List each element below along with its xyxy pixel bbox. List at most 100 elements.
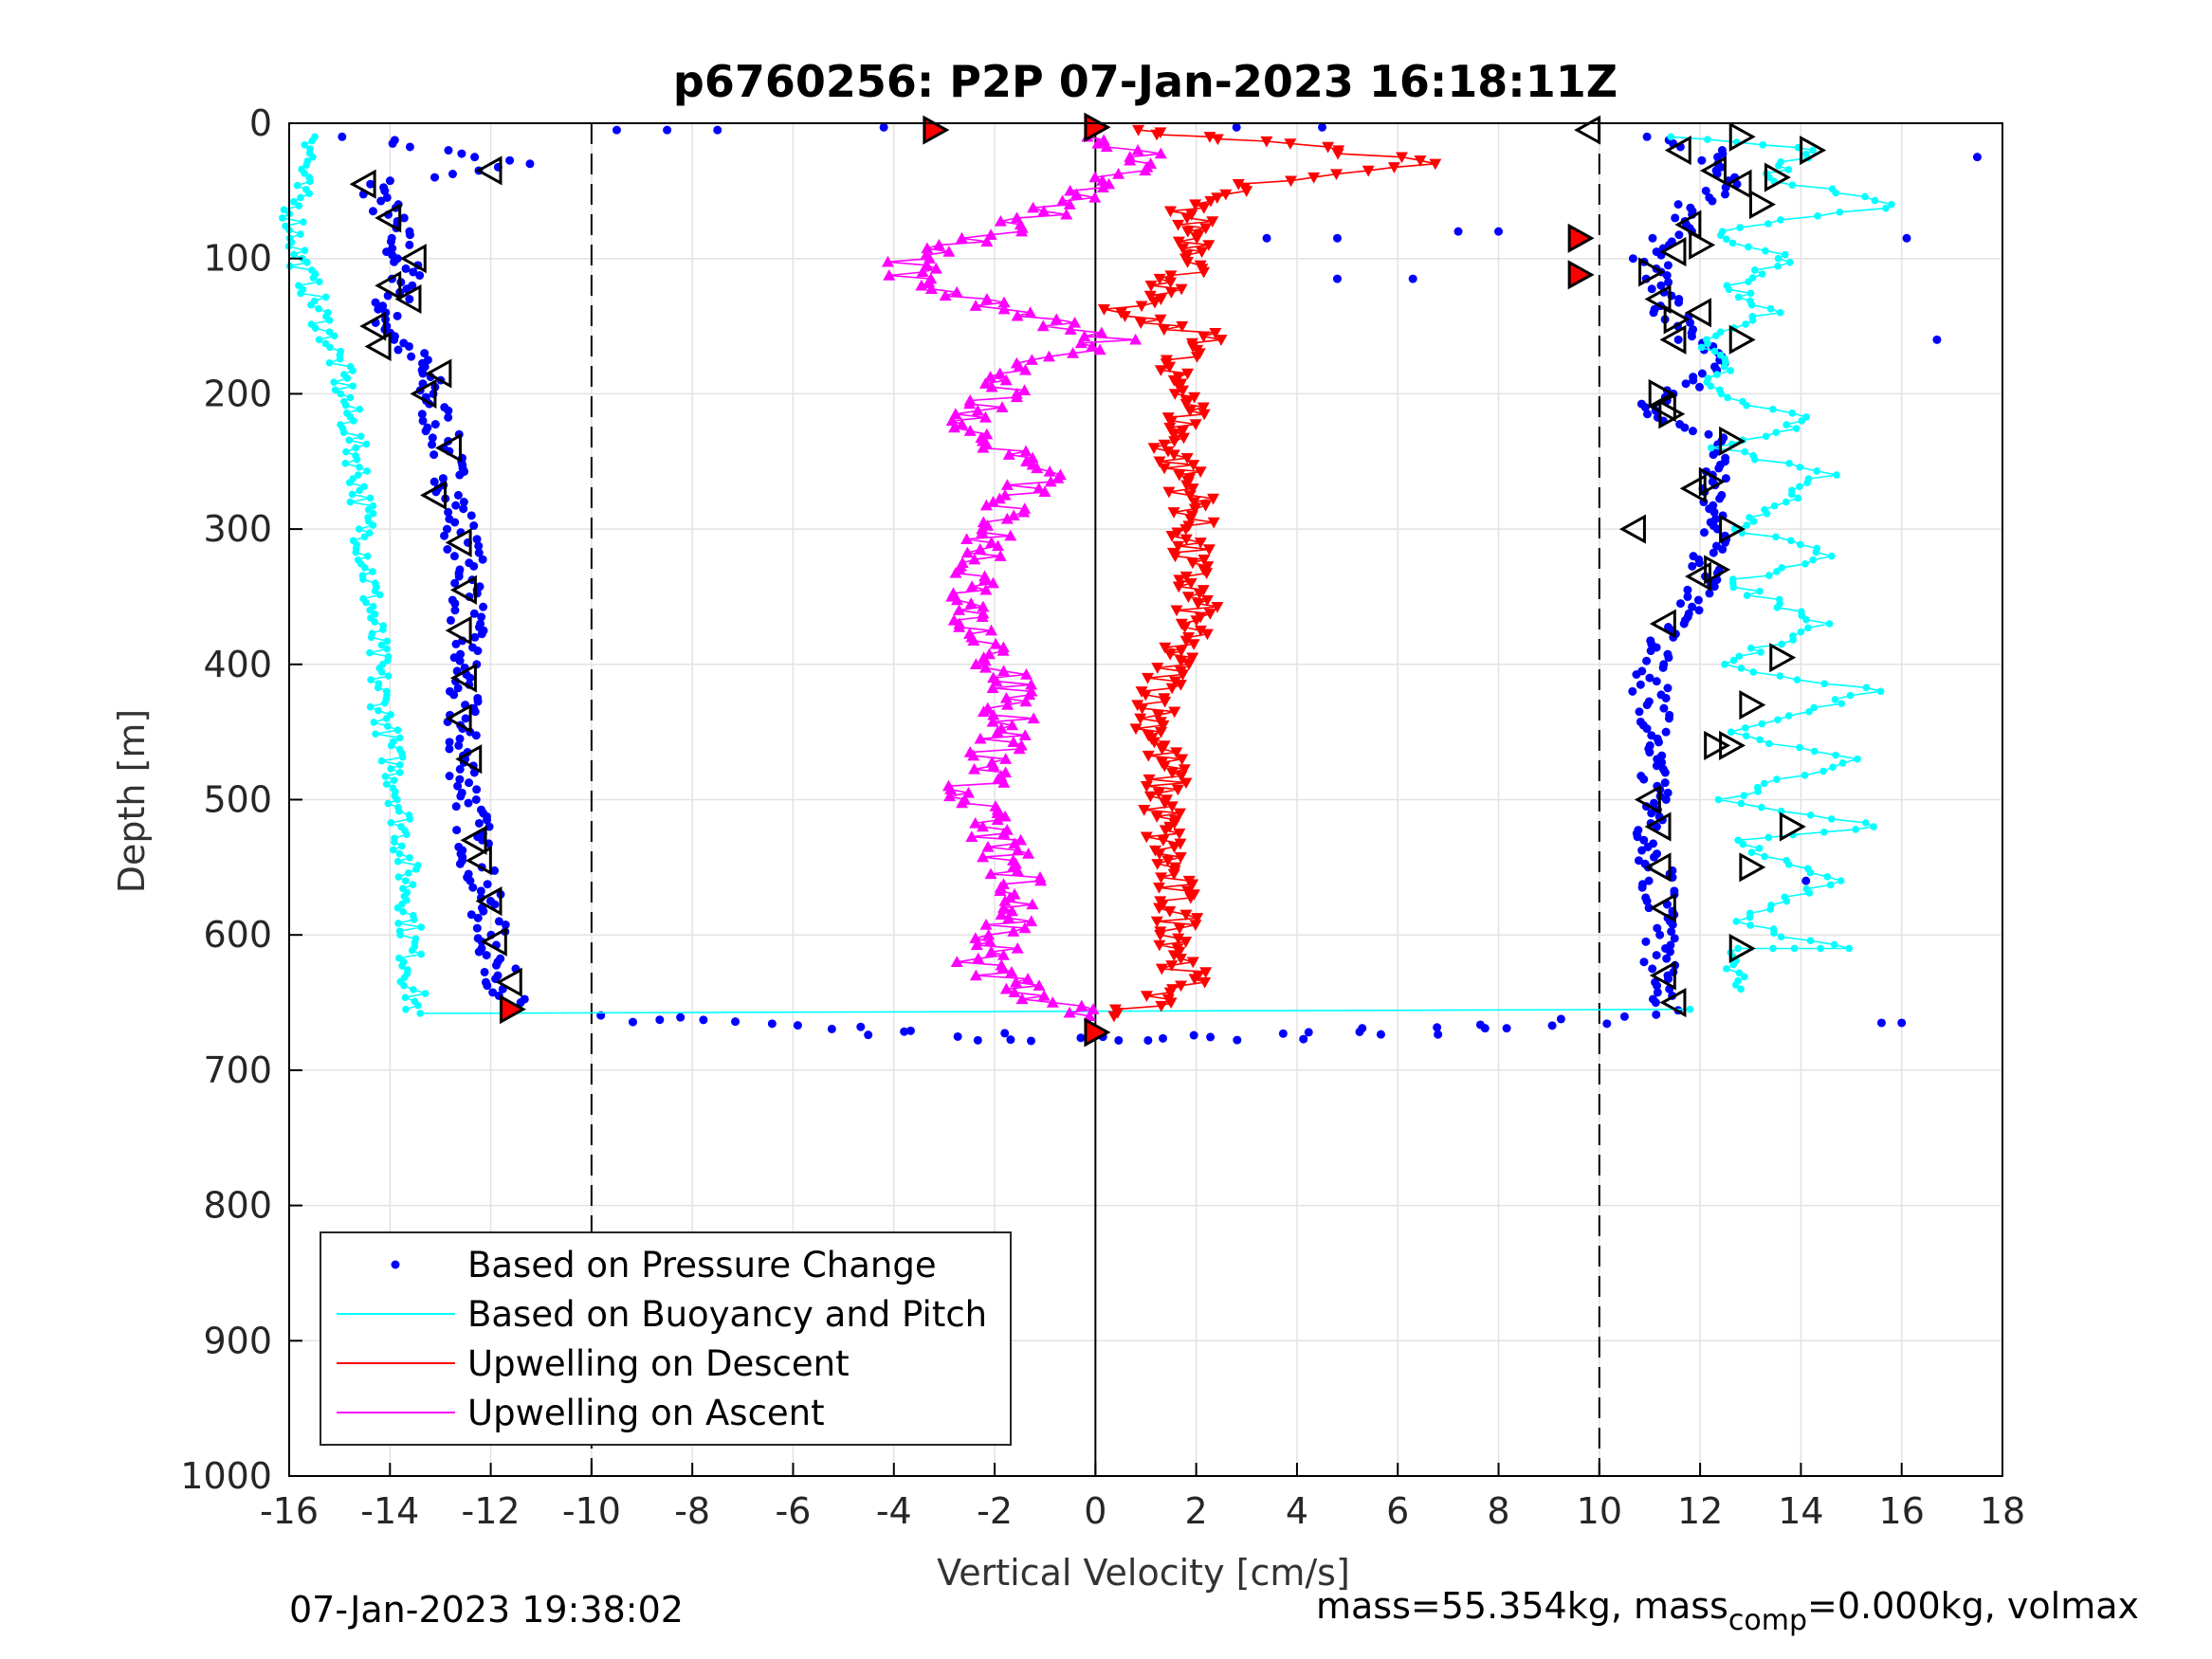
pressure-dot <box>1660 778 1670 788</box>
upwelling-marker <box>953 604 966 615</box>
buoyancy-dot <box>280 206 288 214</box>
upwelling-marker <box>999 691 1013 703</box>
upwelling-marker <box>1010 211 1023 224</box>
open-triangle-left <box>1659 237 1687 267</box>
upwelling-marker <box>1199 223 1213 235</box>
open-triangle-left <box>445 615 472 646</box>
upwelling-marker <box>1172 540 1185 553</box>
x-tick-label: 0 <box>1084 1490 1106 1532</box>
open-triangle-right <box>1704 555 1731 585</box>
upwelling-marker <box>1193 588 1206 600</box>
buoyancy-dot <box>384 799 393 808</box>
pressure-dot <box>1697 369 1707 378</box>
upwelling-marker <box>1006 719 1019 731</box>
pressure-dot <box>1659 660 1669 669</box>
buoyancy-dot <box>301 246 309 254</box>
upwelling-marker <box>1025 684 1038 697</box>
buoyancy-dot <box>401 877 410 884</box>
buoyancy-dot <box>1772 533 1780 541</box>
upwelling-marker <box>1168 389 1181 400</box>
pressure-dot <box>1711 541 1721 551</box>
pressure-dot <box>459 498 468 507</box>
pressure-dot <box>1652 951 1661 960</box>
buoyancy-dot <box>1888 200 1895 209</box>
footer-mass-b: =0.000kg, volmax <box>1807 1585 2140 1627</box>
pressure-dot <box>483 981 492 991</box>
upwelling-marker <box>1429 158 1442 171</box>
buoyancy-dot <box>1854 755 1861 763</box>
buoyancy-dot <box>1769 405 1777 413</box>
buoyancy-line <box>420 1008 1691 1014</box>
buoyancy-dot <box>356 405 364 413</box>
pressure-dot <box>491 975 501 984</box>
buoyancy-dot <box>297 193 304 202</box>
upwelling-marker <box>1150 811 1163 823</box>
buoyancy-dot <box>393 903 402 912</box>
upwelling-marker <box>1167 842 1180 853</box>
buoyancy-dot <box>1805 707 1813 716</box>
upwelling-marker <box>995 958 1008 971</box>
upwelling-marker <box>1140 991 1153 1002</box>
pressure-dot <box>418 416 428 426</box>
upwelling-marker <box>1033 979 1046 991</box>
upwelling-marker <box>1167 868 1180 881</box>
upwelling-marker <box>992 539 1005 552</box>
upwelling-marker <box>1189 199 1202 211</box>
open-triangle-left <box>1679 473 1707 503</box>
pressure-dot <box>1681 379 1691 389</box>
buoyancy-dot <box>1804 624 1812 632</box>
open-triangle-left <box>460 825 487 855</box>
buoyancy-dot <box>1802 413 1810 421</box>
upwelling-marker <box>963 425 977 436</box>
upwelling-marker <box>1033 871 1047 883</box>
buoyancy-dot <box>1784 712 1793 720</box>
upwelling-marker <box>985 380 998 392</box>
buoyancy-dot <box>355 525 363 533</box>
upwelling-marker <box>1153 883 1166 894</box>
upwelling-marker <box>996 401 1009 412</box>
pressure-dot <box>1644 903 1654 913</box>
pressure-dot <box>1689 552 1698 561</box>
buoyancy-dot <box>1761 852 1768 861</box>
buoyancy-dot <box>1826 881 1835 889</box>
buoyancy-dot <box>315 304 322 313</box>
upwelling-marker <box>1008 837 1021 849</box>
buoyancy-dot <box>1801 772 1809 779</box>
upwelling-marker <box>1157 835 1170 847</box>
upwelling-marker <box>1021 973 1034 984</box>
open-triangle-left <box>480 926 507 957</box>
open-triangle-right <box>1728 121 1756 152</box>
upwelling-marker <box>1027 712 1040 724</box>
upwelling-marker <box>1147 737 1161 749</box>
pressure-dot <box>676 1012 686 1022</box>
upwelling-marker <box>1180 212 1194 225</box>
pressure-dot <box>1663 649 1673 659</box>
pressure-dot <box>376 196 386 206</box>
buoyancy-dot <box>303 258 311 266</box>
x-tick-label: 2 <box>1185 1490 1208 1532</box>
pressure-dot <box>385 176 394 186</box>
upwelling-marker <box>1154 365 1167 376</box>
legend-label: Upwelling on Descent <box>467 1343 850 1384</box>
upwelling-marker <box>1172 933 1185 945</box>
pressure-dot <box>470 153 480 162</box>
upwelling-marker <box>968 762 981 775</box>
buoyancy-dot <box>1727 367 1735 374</box>
pressure-dot <box>430 173 440 182</box>
buoyancy-dot <box>396 769 404 776</box>
buoyancy-dot <box>1789 632 1797 640</box>
pressure-dot <box>421 427 430 436</box>
upwelling-marker <box>976 522 989 535</box>
buoyancy-dot <box>384 722 392 730</box>
pressure-dot <box>1639 835 1649 845</box>
buoyancy-dot <box>308 137 316 145</box>
upwelling-marker <box>999 374 1013 386</box>
upwelling-marker <box>1154 314 1167 326</box>
x-tick-label: -12 <box>462 1490 521 1532</box>
pressure-dot <box>393 311 402 320</box>
upwelling-marker <box>1173 469 1186 482</box>
upwelling-marker <box>1050 313 1063 325</box>
open-triangle-left <box>465 846 492 876</box>
buoyancy-dot <box>341 401 350 410</box>
pressure-dot <box>455 764 465 774</box>
